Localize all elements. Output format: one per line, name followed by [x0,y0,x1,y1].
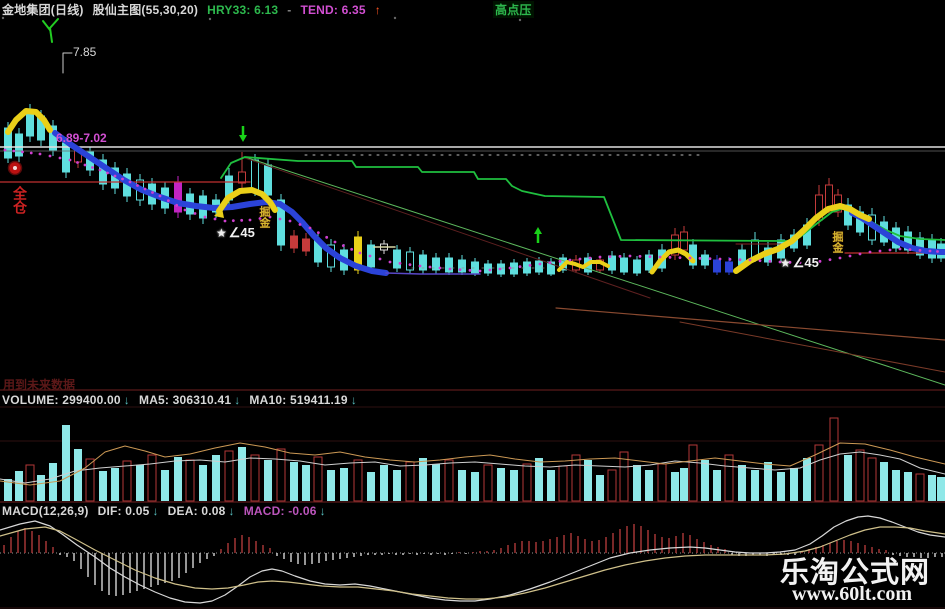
dig-gold-signal-1: 掘金 [258,206,270,228]
macd-value: MACD: -0.06 [243,504,317,518]
down-arrow-icon: ↓ [350,393,358,407]
future-data-note: 用到未来数据 [3,378,76,392]
hry-separator: - [287,3,292,17]
price-range-label: 6.89-7.02 [56,131,107,145]
volume-value: VOLUME: 299400.00 [2,393,121,407]
down-arrow-icon: ↓ [123,393,130,407]
stock-name: 金地集团(日线) [2,3,84,17]
price-peak-label: 7.85 [73,45,97,59]
volume-header: VOLUME: 299400.00 ↓ MA5: 306310.41 ↓ MA1… [2,393,357,407]
angle-label: ∠45 [228,225,255,240]
dig-gold-signal-2: 掘金 [831,231,843,253]
macd-header: MACD(12,26,9) DIF: 0.05 ↓ DEA: 0.08 ↓ MA… [2,504,326,518]
down-arrow-icon: ↓ [234,393,241,407]
star-icon: ★ [780,256,791,270]
down-arrow-icon: ↓ [228,504,235,518]
down-arrow-icon: ↓ [319,504,326,518]
macd-params: MACD(12,26,9) [2,504,89,518]
tend-value: TEND: 6.35 [300,3,366,17]
down-arrow-icon: ↓ [152,504,159,518]
watermark-site-name: 乐淘公式网 [780,557,931,589]
hry33-value: HRY33: 6.13 [207,3,279,17]
title-bar: 金地集团(日线) 股仙主图(55,30,20) HRY33: 6.13 - TE… [2,1,381,18]
angle45-marker-1: ★ ∠45 [216,224,255,242]
star-icon: ★ [216,226,227,240]
ma10-value: MA10: 519411.19 [249,393,348,407]
ma5-value: MA5: 306310.41 [139,393,232,407]
high-point-pressure-label: 高点压 [493,1,534,18]
dea-value: DEA: 0.08 [167,504,226,518]
watermark-site-url: www.60lt.com [792,583,912,605]
formula-name: 股仙主图(55,30,20) [92,3,199,17]
angle-label: ∠45 [792,255,819,270]
dif-value: DIF: 0.05 [97,504,150,518]
full-position-label: 全仓 [12,186,28,214]
angle45-marker-2: ★ ∠45 [780,254,819,272]
tend-up-arrow-icon: ↑ [374,3,381,17]
